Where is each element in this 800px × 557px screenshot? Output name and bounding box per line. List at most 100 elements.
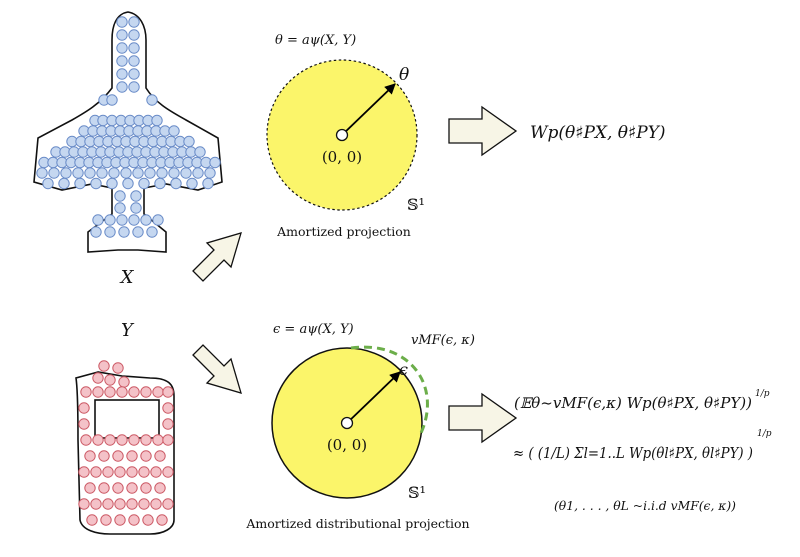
y-label: Y	[121, 320, 135, 341]
blue-point	[130, 202, 142, 214]
formula-approximation: ≈ ( (1/L) Σl=1..L Wp(θl♯PX, θl♯PY) )	[513, 446, 753, 462]
blue-point	[144, 167, 156, 179]
blue-point	[152, 214, 164, 226]
blue-point	[118, 226, 130, 238]
red-point	[142, 514, 154, 526]
epsilon-equation: ϵ = aψ(X, Y)	[273, 322, 354, 337]
blue-point	[132, 167, 144, 179]
blue-point	[84, 167, 96, 179]
red-point	[90, 466, 102, 478]
theta-vector	[341, 83, 396, 136]
blue-point	[116, 81, 128, 93]
blue-point	[114, 202, 126, 214]
blue-point	[180, 167, 192, 179]
blue-point	[116, 29, 128, 41]
bottom-sphere-label: 𝕊¹	[408, 483, 426, 502]
top-sphere-label: 𝕊¹	[407, 195, 425, 214]
blue-point	[154, 177, 166, 190]
red-point	[86, 514, 98, 526]
blue-point	[194, 146, 206, 158]
top-origin-point	[335, 128, 349, 142]
red-point	[114, 498, 126, 510]
blue-point	[90, 226, 102, 238]
red-point	[162, 418, 174, 430]
blue-point	[186, 177, 198, 190]
red-point	[138, 498, 150, 510]
blue-point	[96, 167, 108, 179]
red-point	[140, 450, 152, 462]
red-point	[92, 434, 104, 446]
blue-point	[202, 177, 214, 190]
red-point	[92, 386, 104, 398]
epsilon-label: ϵ	[399, 360, 408, 379]
blue-point	[138, 177, 150, 190]
phone-point-cloud	[78, 360, 174, 526]
red-point	[98, 450, 110, 462]
blue-point	[128, 81, 140, 93]
theta-label: θ	[399, 65, 409, 85]
red-point	[140, 386, 152, 398]
red-point	[162, 498, 174, 510]
blue-point	[128, 214, 140, 226]
red-point	[84, 450, 96, 462]
blue-point	[116, 214, 128, 226]
blue-point	[58, 177, 70, 190]
blue-point	[192, 167, 204, 179]
airplane-point-cloud	[36, 16, 221, 238]
red-point	[140, 434, 152, 446]
red-point	[112, 362, 124, 374]
blue-point	[170, 177, 182, 190]
blue-point	[114, 190, 126, 202]
red-point	[78, 418, 90, 430]
top-result-formula: Wp(θ♯PX, θ♯PY)	[530, 123, 666, 143]
blue-point	[204, 167, 216, 179]
blue-point	[116, 16, 128, 28]
blue-point	[60, 167, 72, 179]
red-point	[80, 434, 92, 446]
red-point	[128, 514, 140, 526]
red-point	[162, 466, 174, 478]
formula-sampling: (θ1, . . . , θL ~i.i.d vMF(ϵ, κ))	[554, 499, 736, 513]
epsilon-vector	[346, 371, 401, 424]
blue-point	[104, 226, 116, 238]
red-point	[150, 498, 162, 510]
blue-point	[74, 177, 86, 190]
blue-point	[209, 156, 221, 169]
formula-expectation-exponent: 1/p	[755, 389, 770, 399]
top-origin-label: (0, 0)	[322, 148, 362, 166]
red-point	[156, 514, 168, 526]
red-point	[104, 434, 116, 446]
blue-point	[168, 125, 180, 137]
block-arrow-to-bottom-result	[448, 392, 518, 444]
red-point	[112, 450, 124, 462]
airplane-outline	[33, 11, 223, 253]
red-point	[114, 514, 126, 526]
blue-point	[116, 42, 128, 54]
blue-point	[183, 135, 195, 148]
red-point	[154, 482, 166, 494]
phone-outline	[75, 371, 175, 535]
blue-point	[72, 167, 84, 179]
theta-equation: θ = aψ(X, Y)	[275, 33, 356, 48]
red-point	[126, 450, 138, 462]
blue-point	[128, 55, 140, 67]
blue-point	[36, 167, 48, 179]
block-arrow-to-top-result	[448, 105, 518, 157]
red-point	[78, 402, 90, 414]
formula-approximation-exponent: 1/p	[757, 429, 772, 439]
blue-point	[122, 177, 134, 190]
top-caption: Amortized projection	[276, 224, 411, 239]
red-point	[128, 434, 140, 446]
red-point	[104, 386, 116, 398]
blue-point	[151, 114, 163, 127]
red-point	[152, 434, 164, 446]
red-point	[126, 482, 138, 494]
blue-point	[90, 177, 102, 190]
blue-point	[128, 42, 140, 54]
blue-point	[106, 177, 118, 190]
blue-point	[104, 214, 116, 226]
bottom-origin-point	[340, 416, 354, 430]
blue-point	[156, 167, 168, 179]
blue-point	[146, 226, 158, 238]
